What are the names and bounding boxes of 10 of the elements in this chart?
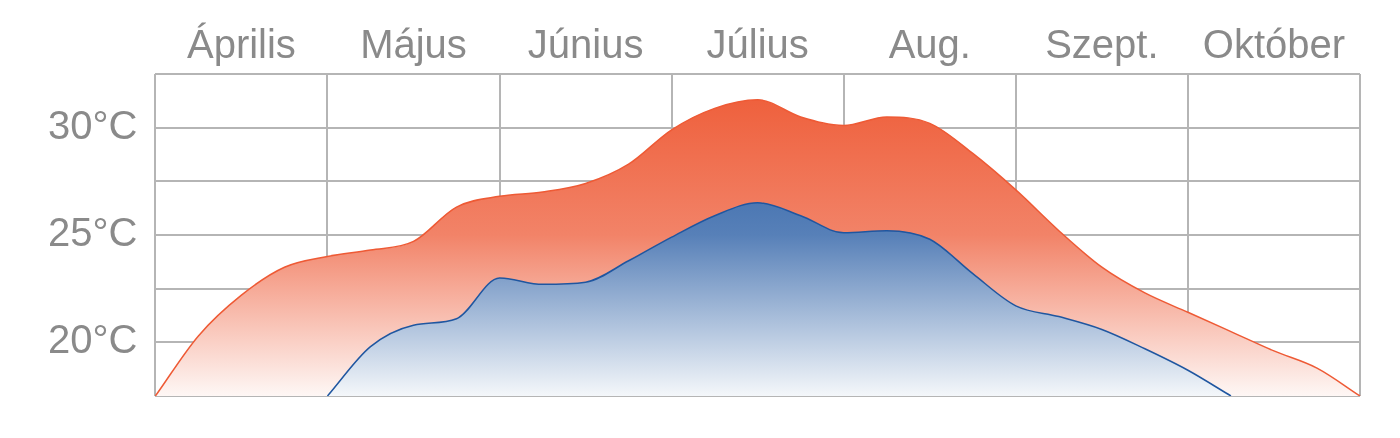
x-tick-label: Október — [1202, 22, 1346, 67]
x-tick-label: Május — [360, 22, 467, 67]
y-tick-label: 20°C — [48, 317, 138, 362]
y-tick-label: 25°C — [48, 210, 138, 255]
x-tick-label: Április — [186, 22, 296, 67]
x-tick-label: Június — [527, 22, 644, 67]
x-tick-label: Szept. — [1045, 22, 1159, 67]
y-tick-label: 30°C — [48, 102, 138, 147]
x-tick-label: Aug. — [888, 22, 971, 67]
x-tick-label: Július — [706, 22, 809, 67]
